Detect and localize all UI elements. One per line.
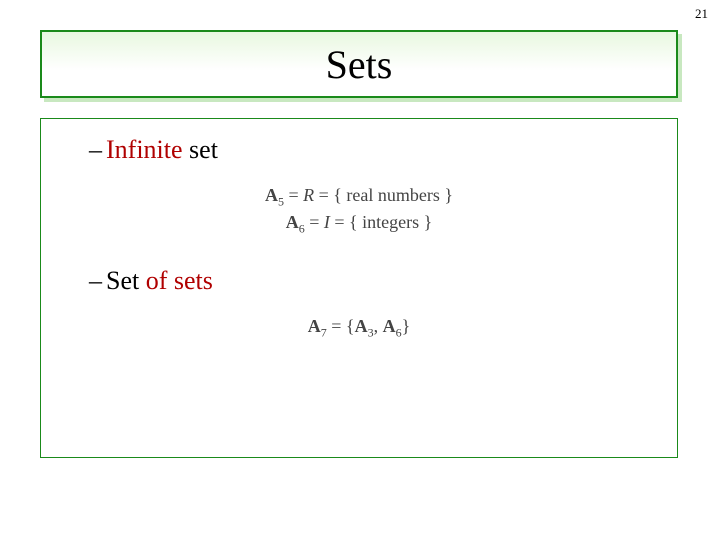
- eq-eq: = {: [327, 316, 355, 336]
- eq-brace-close: }: [440, 185, 453, 205]
- bullet-highlight-word: Infinite: [106, 135, 183, 164]
- bullet-infinite-set: –Infinite set: [89, 135, 659, 165]
- equation-a7: A7 = {A3, A6}: [59, 316, 659, 341]
- page-number: 21: [695, 6, 708, 22]
- eq-R: R: [303, 185, 314, 205]
- bullet-set-of-sets: –Set of sets: [89, 266, 659, 296]
- equation-a5: A5 = R = { real numbers }: [59, 185, 659, 210]
- eq-bold-A3: A: [355, 316, 368, 336]
- bullet-dash: –: [89, 266, 102, 295]
- eq-eq: =: [284, 185, 303, 205]
- slide-title: Sets: [326, 41, 393, 88]
- equation-block-2: A7 = {A3, A6}: [59, 316, 659, 341]
- bullet-highlight-word: of sets: [146, 266, 213, 295]
- eq-brace-open: = {: [314, 185, 346, 205]
- eq-bold-A: A: [265, 185, 278, 205]
- eq-bold-A: A: [286, 212, 299, 232]
- eq-integers: integers: [362, 212, 419, 232]
- bullet-rest: set: [183, 135, 218, 164]
- eq-brace-close: }: [419, 212, 432, 232]
- eq-bold-A: A: [308, 316, 321, 336]
- eq-brace-close: }: [402, 316, 411, 336]
- eq-comma: ,: [374, 316, 383, 336]
- title-box: Sets: [40, 30, 678, 98]
- bullet-dash: –: [89, 135, 102, 164]
- equation-a6: A6 = I = { integers }: [59, 212, 659, 237]
- equation-block-1: A5 = R = { real numbers } A6 = I = { int…: [59, 185, 659, 236]
- eq-real-numbers: real numbers: [346, 185, 439, 205]
- eq-eq: =: [305, 212, 324, 232]
- bullet-pre: Set: [106, 266, 146, 295]
- eq-brace-open: = {: [330, 212, 362, 232]
- content-box: –Infinite set A5 = R = { real numbers } …: [40, 118, 678, 458]
- eq-bold-A6: A: [383, 316, 396, 336]
